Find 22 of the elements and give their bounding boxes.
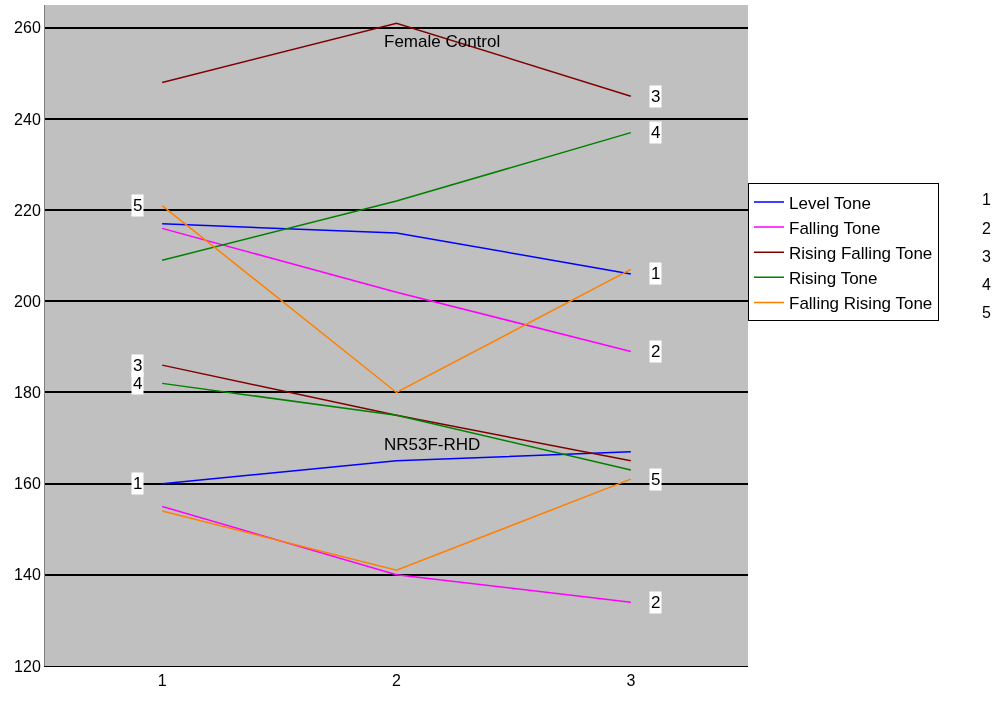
y-tick-label: 220 [14, 201, 41, 219]
text: 1 [982, 191, 991, 208]
text: 4 [982, 276, 991, 293]
x-tick-label: 2 [392, 672, 402, 690]
text: 5 [982, 304, 991, 321]
legend-label: Rising Falling Tone [789, 243, 933, 263]
y-tick-label: 180 [14, 384, 41, 402]
y-tick-label: 140 [14, 566, 41, 584]
legend-label: Falling Rising Tone [789, 294, 933, 314]
text: 3 [982, 248, 991, 265]
y-tick-label: 240 [14, 110, 41, 128]
y-tick-label: 200 [14, 292, 41, 310]
annotation: NR53F-RHD [384, 435, 481, 454]
y-tick-label: 260 [14, 19, 41, 37]
legend-label: Falling Tone [789, 218, 881, 238]
legend-label: Level Tone [789, 193, 871, 213]
y-tick-label: 160 [14, 475, 41, 493]
y-tick-label: 120 [14, 657, 41, 675]
legend-label: Rising Tone [789, 268, 878, 288]
text: 2 [982, 220, 991, 237]
x-tick-label: 3 [626, 672, 636, 690]
x-tick-label: 1 [157, 672, 167, 690]
